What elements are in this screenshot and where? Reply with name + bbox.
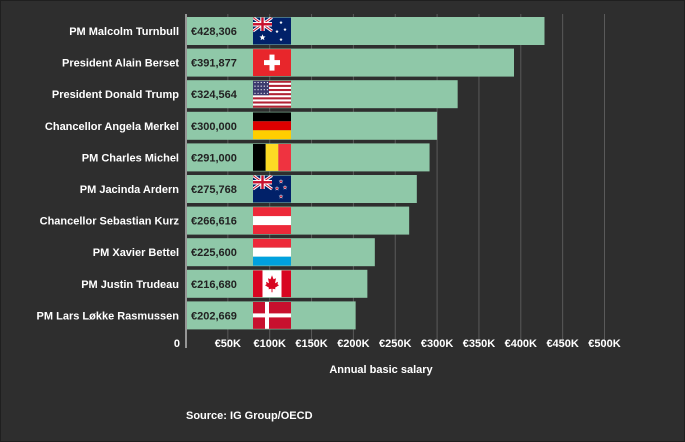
flag-australia-icon [253,17,291,45]
value-labels: €428,306 €391,877 €324,564 €300,000 €291,000… [191,26,238,322]
bar [187,206,410,235]
x-tick-label: €400K [505,338,537,350]
flag-belgium-icon [253,143,291,171]
category-label: President Donald Trump [52,89,179,101]
flag-germany-icon [253,112,291,140]
x-tick-label: €150K [295,338,327,350]
category-label: PM Jacinda Ardern [80,184,180,196]
value-label: €428,306 [191,26,237,38]
x-tick-label: €450K [546,338,578,350]
category-labels: PM Malcolm Turnbull President Alain Berse… [37,26,180,322]
bars [187,17,545,330]
category-label: PM Malcolm Turnbull [69,26,179,38]
x-tick-label: €50K [215,338,241,350]
flag-switzerland-icon [253,49,291,77]
bar [187,111,438,140]
value-label: €291,000 [191,152,237,164]
category-label: Chancellor Angela Merkel [45,121,179,133]
x-axis-ticks: 0 €50K €100K €150K €200K €250K €300K €350K €400K… [174,338,621,350]
value-label: €324,564 [191,89,238,101]
flag-usa-icon [253,80,291,108]
category-label: PM Justin Trudeau [81,279,179,291]
bar [187,48,515,77]
x-tick-label: €350K [463,338,495,350]
flag-canada-icon [253,270,291,298]
x-tick-label: 0 [174,338,180,350]
x-axis-title: Annual basic salary [329,364,433,376]
category-label: PM Lars Løkke Rasmussen [37,310,180,322]
bar [187,175,417,203]
x-tick-label: €200K [337,338,369,350]
value-label: €216,680 [191,279,237,291]
value-label: €202,669 [191,310,237,322]
value-label: €225,600 [191,247,237,259]
flag-denmark-icon [253,301,291,329]
category-label: President Alain Berset [62,58,179,70]
x-tick-label: €100K [253,338,285,350]
bar [187,17,545,45]
category-label: PM Charles Michel [82,152,179,164]
category-label: Chancellor Sebastian Kurz [40,216,180,228]
bar [187,143,430,172]
x-tick-label: €500K [588,338,620,350]
category-label: PM Xavier Bettel [93,247,179,259]
value-label: €391,877 [191,58,237,70]
value-label: €275,768 [191,184,237,196]
value-label: €266,616 [191,216,237,228]
source-note: Source: IG Group/OECD [186,410,313,422]
flags [253,17,291,329]
flag-new-zealand-icon [253,175,291,203]
flag-austria-icon [253,207,291,235]
x-tick-label: €300K [421,338,453,350]
value-label: €300,000 [191,121,237,133]
bar [187,80,458,109]
x-tick-label: €250K [379,338,411,350]
flag-luxembourg-icon [253,238,291,266]
